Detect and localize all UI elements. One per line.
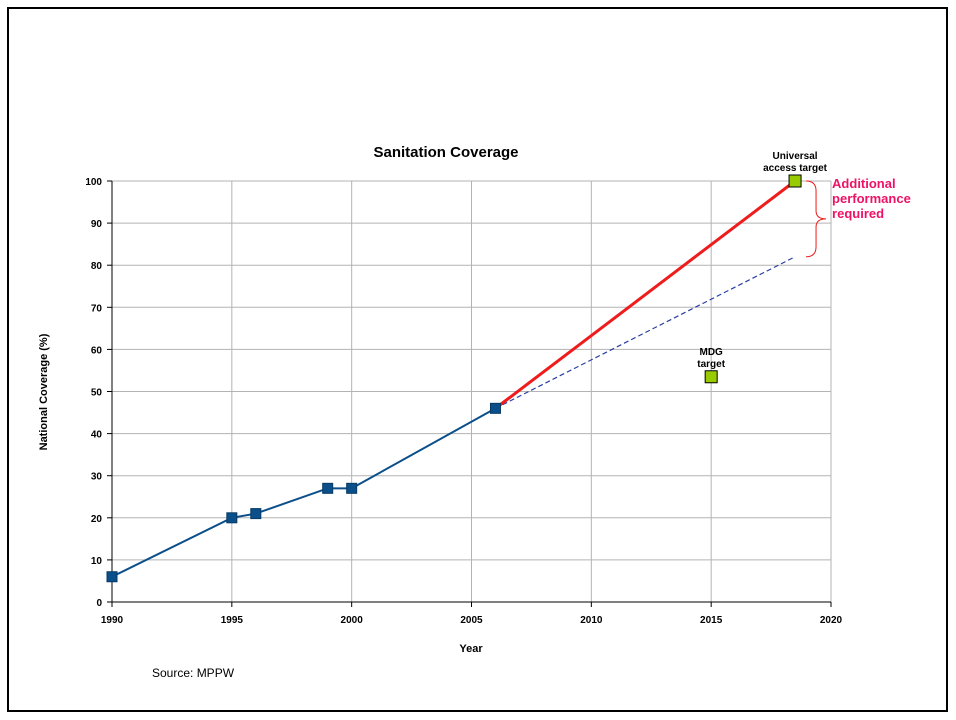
required-line	[494, 179, 796, 410]
axes	[107, 180, 832, 607]
source-note: Source: MPPW	[152, 666, 235, 680]
x-axis-label: Year	[459, 643, 483, 655]
coverage-point	[106, 571, 118, 583]
bracket-label: performance	[832, 191, 911, 206]
series-lines	[111, 179, 796, 578]
x-tick-label: 1990	[101, 615, 124, 626]
x-tick-label: 2020	[820, 615, 843, 626]
grid-lines	[112, 180, 832, 602]
x-tick-label: 2015	[700, 615, 723, 626]
y-tick-label: 60	[91, 345, 103, 356]
slide-frame	[7, 7, 948, 712]
mdg-target-label: target	[697, 359, 725, 370]
coverage-series-line	[111, 407, 496, 578]
y-tick-label: 30	[91, 472, 103, 483]
coverage-point	[489, 402, 501, 414]
x-tick-label: 2010	[580, 615, 603, 626]
y-tick-label: 100	[85, 177, 102, 188]
y-tick-label: 20	[91, 514, 103, 525]
coverage-point	[250, 508, 262, 520]
y-tick-label: 40	[91, 430, 103, 441]
coverage-point	[322, 482, 334, 494]
coverage-point	[226, 512, 238, 524]
universal-target-label: Universal	[773, 151, 818, 162]
tick-labels: 0 10 20 30 40 50 60 70 80 90 100 1990 1995 2000 2005 20…	[85, 177, 842, 626]
bracket-label: Additional	[832, 176, 896, 191]
y-tick-label: 10	[91, 556, 103, 567]
x-tick-label: 2005	[460, 615, 483, 626]
universal-target-label: access target	[763, 163, 828, 174]
chart-title: Sanitation Coverage	[373, 144, 518, 161]
curly-brace	[806, 180, 827, 258]
universal-target-point	[788, 174, 802, 188]
y-tick-label: 90	[91, 219, 103, 230]
y-axis-label: National Coverage (%)	[38, 333, 50, 450]
y-tick-label: 0	[96, 598, 102, 609]
bracket-label: required	[832, 206, 884, 221]
x-tick-label: 1995	[221, 615, 244, 626]
mdg-target-point	[704, 370, 718, 384]
x-tick-label: 2000	[341, 615, 364, 626]
trend-line	[495, 256, 796, 409]
y-tick-label: 80	[91, 261, 103, 272]
series-markers	[106, 402, 501, 583]
y-tick-label: 70	[91, 303, 103, 314]
coverage-point	[346, 482, 358, 494]
mdg-target-label: MDG	[699, 347, 723, 358]
y-tick-label: 50	[91, 388, 103, 399]
